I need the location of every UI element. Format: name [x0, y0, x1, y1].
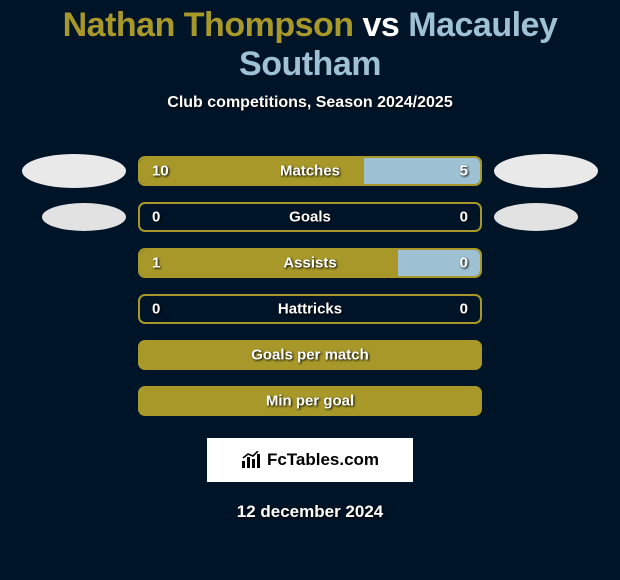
- stat-row: Goals per match: [0, 332, 620, 378]
- stat-label: Assists: [283, 255, 336, 272]
- stat-bar: 0 0 Hattricks: [138, 294, 482, 324]
- stat-bar: 0 0 Goals: [138, 202, 482, 232]
- stat-row: 1 0 Assists: [0, 240, 620, 286]
- stat-bar: Min per goal: [138, 386, 482, 416]
- player-b-oval: [494, 154, 598, 188]
- stat-value-a: 10: [152, 163, 169, 180]
- stat-value-a: 0: [152, 301, 160, 318]
- stat-bar: 1 0 Assists: [138, 248, 482, 278]
- player-b-oval: [494, 203, 578, 231]
- stat-label: Goals per match: [251, 347, 369, 364]
- stat-bar: Goals per match: [138, 340, 482, 370]
- stat-row: 0 0 Hattricks: [0, 286, 620, 332]
- stat-value-b: 0: [460, 209, 468, 226]
- watermark-text: FcTables.com: [267, 450, 379, 470]
- bar-fill-a: [140, 250, 398, 276]
- stat-row: 10 5 Matches: [0, 148, 620, 194]
- stat-label: Goals: [289, 209, 331, 226]
- stat-label: Min per goal: [266, 393, 354, 410]
- stat-value-b: 0: [460, 255, 468, 272]
- stat-label: Matches: [280, 163, 340, 180]
- player-a-oval: [42, 203, 126, 231]
- chart-icon: [241, 451, 263, 469]
- stats-container: 105Matches00Goals10Assists00HattricksGoa…: [0, 148, 620, 424]
- comparison-title: Nathan Thompson vs Macauley Southam: [0, 0, 620, 84]
- date: 12 december 2024: [0, 502, 620, 522]
- stat-value-a: 1: [152, 255, 160, 272]
- stat-value-a: 0: [152, 209, 160, 226]
- subtitle: Club competitions, Season 2024/2025: [0, 94, 620, 112]
- player-a-oval: [22, 154, 126, 188]
- stat-row: 0 0 Goals: [0, 194, 620, 240]
- player-a-name: Nathan Thompson: [63, 6, 354, 44]
- stat-bar: 10 5 Matches: [138, 156, 482, 186]
- stat-label: Hattricks: [278, 301, 342, 318]
- watermark: FcTables.com: [207, 438, 413, 482]
- vs-text: vs: [363, 6, 400, 44]
- stat-value-b: 0: [460, 301, 468, 318]
- stat-value-b: 5: [460, 163, 468, 180]
- stat-row: Min per goal: [0, 378, 620, 424]
